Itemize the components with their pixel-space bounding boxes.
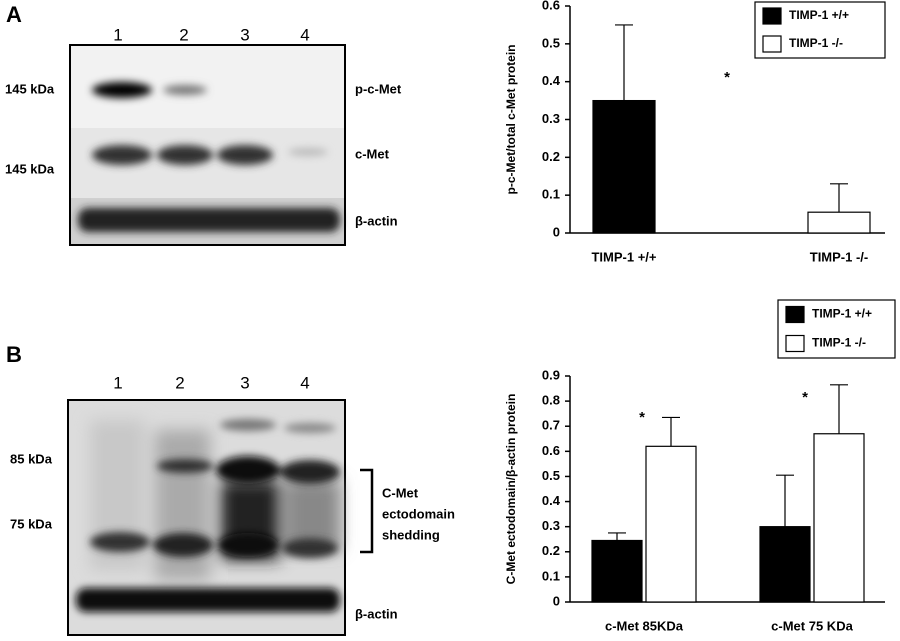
bracket-label: ectodomain [382,506,455,521]
lane-label: 4 [300,373,309,392]
bracket-label: C-Met [382,485,419,500]
blot-b [67,399,346,636]
legend-label: TIMP-1 +/+ [789,8,849,22]
annotation: * [639,409,645,426]
y-tick-label: 0.8 [542,393,560,408]
y-tick-label: 0.5 [542,35,560,50]
legend-swatch [785,334,805,353]
bar [592,99,656,234]
protein-label: p-c-Met [355,81,402,96]
panel-label: B [6,342,22,367]
y-tick-label: 0.4 [542,73,561,88]
y-tick-label: 0 [553,593,560,608]
y-tick-label: 0.7 [542,418,560,433]
protein-label: c-Met [355,146,390,161]
protein-label: β-actin [355,606,398,621]
marker-label: 145 kDa [5,161,55,176]
y-tick-label: 0.1 [542,568,560,583]
legend-label: TIMP-1 +/+ [812,307,872,321]
bracket [360,468,374,554]
legend-label: TIMP-1 -/- [789,36,843,50]
lane-label: 1 [113,25,122,44]
x-tick-label: TIMP-1 +/+ [591,249,656,264]
y-tick-label: 0.1 [542,187,560,202]
lane-label: 3 [240,25,249,44]
lane-label: 4 [300,25,309,44]
legend-swatch [762,7,782,25]
y-tick-label: 0.2 [542,543,560,558]
annotation: * [802,389,808,406]
y-axis-label: C-Met ectodomain/β-actin protein [504,394,518,585]
bar [645,445,697,603]
y-tick-label: 0.5 [542,468,560,483]
x-tick-label: TIMP-1 -/- [810,249,869,264]
marker-label: 75 kDa [10,516,53,531]
bar [591,539,643,603]
y-tick-label: 0.3 [542,518,560,533]
marker-label: 145 kDa [5,81,55,96]
lane-label: 2 [179,25,188,44]
lane-label: 2 [175,373,184,392]
legend-swatch [762,35,782,53]
y-tick-label: 0.3 [542,111,560,126]
annotation: * [724,69,730,86]
lane-label: 3 [240,373,249,392]
x-tick-label: c-Met 75 KDa [771,618,853,633]
panel-label: A [6,2,22,27]
bar [807,211,871,234]
y-tick-label: 0.9 [542,367,560,382]
bar [759,526,811,603]
y-tick-label: 0.6 [542,443,560,458]
x-tick-label: c-Met 85KDa [605,618,684,633]
bar [813,433,865,603]
lane-label: 1 [113,373,122,392]
legend-swatch [785,305,805,324]
bracket-label: shedding [382,527,440,542]
y-tick-label: 0 [553,224,560,239]
y-tick-label: 0.2 [542,149,560,164]
marker-label: 85 kDa [10,451,53,466]
legend-label: TIMP-1 -/- [812,336,866,350]
y-tick-label: 0.6 [542,0,560,12]
y-axis-label: p-c-Met/total c-Met protein [504,45,518,195]
blot-a [69,44,346,246]
protein-label: β-actin [355,213,398,228]
y-tick-label: 0.4 [542,493,561,508]
